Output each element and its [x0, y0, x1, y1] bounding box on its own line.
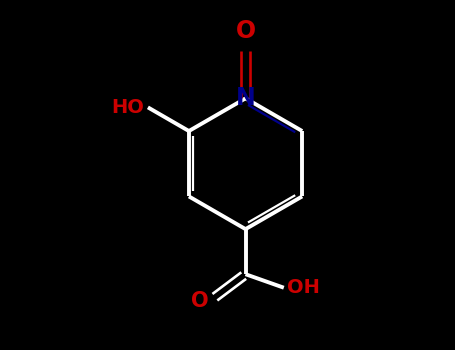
Text: OH: OH	[288, 278, 320, 297]
Text: HO: HO	[111, 98, 144, 117]
Text: N: N	[236, 86, 255, 110]
Text: O: O	[236, 19, 256, 43]
Text: O: O	[191, 291, 208, 311]
